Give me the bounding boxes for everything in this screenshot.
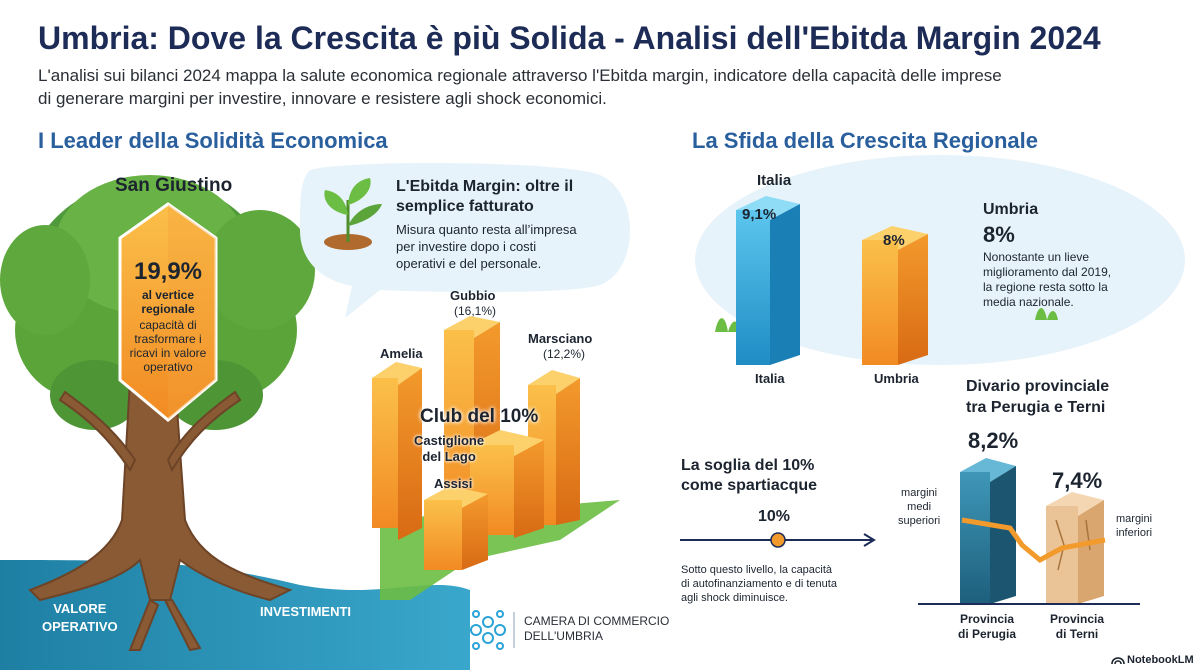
callout-body-2: per investire dopo i costi [396,239,537,254]
italia-bottom-label: Italia [755,371,785,386]
umbria-note-body: Nonostante un lieve miglioramento dal 20… [983,250,1111,310]
callout-body-1: Misura quanto resta all’impresa [396,222,577,237]
provincial-title-1: Divario provinciale [966,378,1110,395]
assisi-label: Assisi [434,476,473,491]
san-giustino-rank: al vertice regionale [120,288,216,316]
umbria-value: 8% [883,232,905,249]
notebooklm-brand: NotebookLM [1127,654,1194,666]
root-label-left: VALORE OPERATIVO [42,600,118,636]
umbria-note-value: 8% [983,222,1015,247]
root-left-line-2: OPERATIVO [42,619,118,634]
provincial-title-2: tra Perugia e Terni [966,399,1106,416]
castiglione-line-1: Castiglione [414,433,485,448]
umbria-note-title: Umbria [983,201,1039,218]
chamber-logo-icon [470,610,506,650]
root-label-right: INVESTIMENTI [260,604,352,619]
root-left-line-1: VALORE [53,601,107,616]
upper-margin-label: margini medi superiori [898,486,940,528]
italia-top-label: Italia [757,172,792,189]
callout-title-1: L'Ebitda Margin: oltre il [396,178,574,195]
perugia-bar [960,458,1016,604]
upper-line-3: superiori [898,515,941,527]
rank-line-1: al vertice [141,288,195,302]
san-giustino-banner [118,202,218,422]
marsciano-value: (12,2%) [543,347,586,361]
terni-line-2: di Terni [1055,627,1099,641]
san-giustino-desc: capacità di trasformare i ricavi in valo… [120,318,216,374]
page-title: Umbria: Dove la Crescita è più Solida - … [38,20,1101,56]
perugia-value: 8,2% [968,428,1019,453]
upper-line-2: medi [907,501,932,513]
san-giustino-value: 19,9% [133,258,203,285]
terni-value: 7,4% [1052,468,1103,493]
threshold-line [680,532,876,548]
italia-bar [736,196,800,365]
perugia-line-2: di Perugia [958,627,1017,641]
italia-value: 9,1% [742,206,777,223]
threshold-line-3: agli shock diminuisce. [681,592,788,604]
lower-margin-label: margini inferiori [1116,512,1152,540]
club-title: Club del 10% [420,406,539,427]
callout-body-3: operativi e del personale. [396,256,542,271]
perugia-line-1: Provincia [959,612,1015,626]
gubbio-label: Gubbio [450,288,496,303]
club-bars [372,316,580,570]
umbria-bar [862,226,928,365]
marsciano-label: Marsciano [528,331,593,346]
threshold-body: Sotto questo livello, la capacità di aut… [681,563,837,605]
umbria-note-line-3: la regione resta sotto la [983,280,1108,294]
upper-line-1: margini [901,487,938,499]
tree-trunk [28,379,293,652]
threshold-title: La soglia del 10% come spartiacque [681,456,817,496]
grass-decoration [715,307,1058,332]
chamber-line-2: DELL'UMBRIA [524,629,603,643]
provincial-title: Divario provinciale tra Perugia e Terni [966,376,1109,418]
lower-line-1: margini [1116,513,1153,525]
terni-label: Provincia di Terni [1050,612,1104,642]
perugia-label: Provincia di Perugia [958,612,1016,642]
river-shape [0,560,470,670]
notebooklm-icon [1111,657,1125,665]
comparison-backdrop [695,155,1185,365]
chamber-line-1: CAMERA DI COMMERCIO [524,614,670,628]
umbria-note-line-1: Nonostante un lieve [983,250,1090,264]
desc-line-1: capacità di [139,318,197,332]
right-section-title: La Sfida della Crescita Regionale [692,128,1039,153]
rank-line-2: regionale [141,302,195,316]
castiglione-line-2: del Lago [422,449,476,464]
desc-line-3: ricavi in valore [129,346,207,360]
castiglione-label: Castiglione del Lago [414,433,484,465]
umbria-note-line-2: miglioramento dal 2019, [983,265,1112,279]
terni-line-1: Provincia [1050,612,1105,626]
amelia-label: Amelia [380,346,423,361]
seedling-icon [324,178,382,250]
intro-line-1: L'analisi sui bilanci 2024 mappa la salu… [38,66,1002,85]
desc-line-4: operativo [143,360,193,374]
threshold-title-2: come spartiacque [681,477,818,494]
threshold-line-1: Sotto questo livello, la capacità [681,564,833,576]
intro-text: L'analisi sui bilanci 2024 mappa la salu… [38,64,1168,110]
divide-connector [961,517,1106,564]
threshold-value: 10% [758,508,791,525]
threshold-title-1: La soglia del 10% [681,457,815,474]
desc-line-2: trasformare i [134,332,202,346]
terni-bar [1046,492,1104,604]
intro-line-2: di generare margini per investire, innov… [38,89,607,108]
umbria-note-line-4: media nazionale. [983,295,1074,309]
callout-bubble [300,163,630,318]
gubbio-value: (16,1%) [454,304,497,318]
san-giustino-label: San Giustino [115,175,233,196]
callout-title-2: semplice fatturato [396,198,534,215]
callout-title: L'Ebitda Margin: oltre il semplice fattu… [396,177,573,217]
callout-body: Misura quanto resta all’impresa per inve… [396,221,577,272]
lower-line-2: inferiori [1116,527,1153,539]
umbria-bottom-label: Umbria [874,371,919,386]
left-section-title: I Leader della Solidità Economica [38,128,388,153]
chamber-name: CAMERA DI COMMERCIO DELL'UMBRIA [524,614,669,644]
threshold-line-2: di autofinanziamento e di tenuta [681,578,837,590]
